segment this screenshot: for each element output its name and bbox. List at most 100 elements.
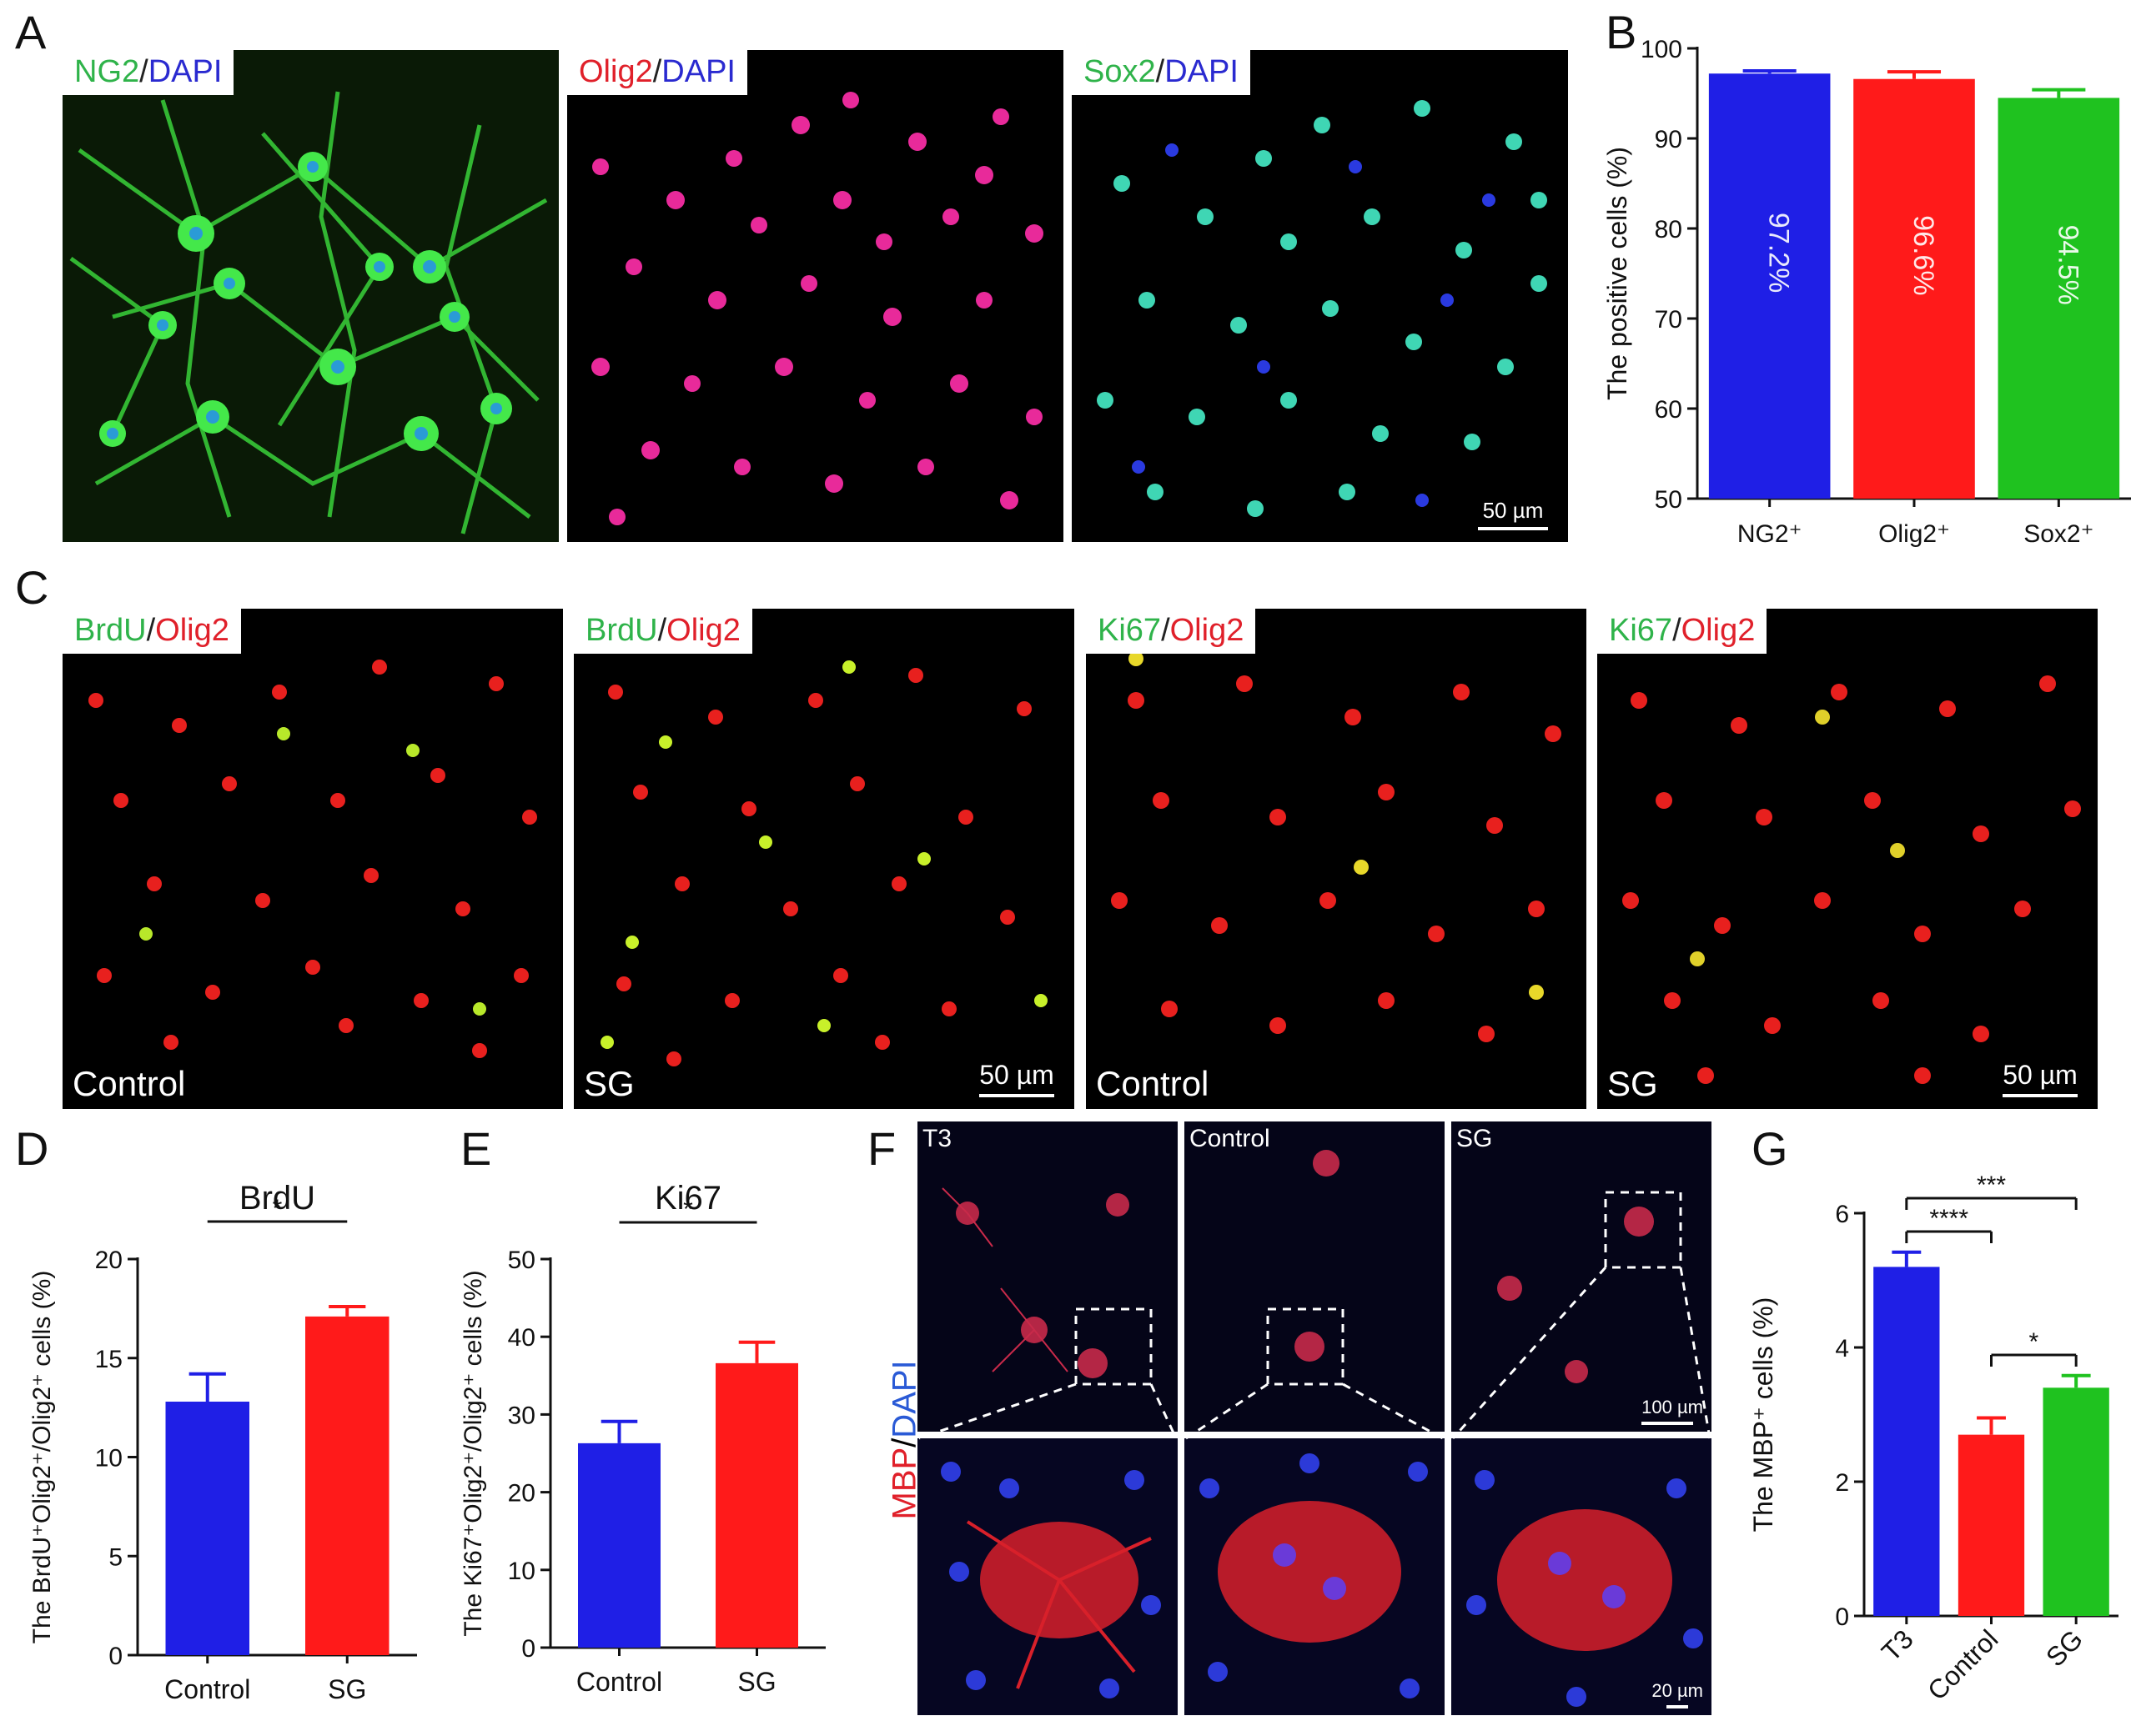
chart-g: 0 2 4 6 The MBP⁺ cells (%) T3 Control SG *** ****…: [1739, 1142, 2131, 1736]
micrograph-cells: [1622, 675, 2081, 1084]
significance-label: *: [273, 1195, 283, 1222]
micrograph-cells: [942, 1187, 1153, 1386]
y-tick-label: 10: [95, 1445, 123, 1473]
stain-label-a: Sox2: [1083, 54, 1156, 89]
micrograph-cells: [1497, 1191, 1682, 1383]
x-tick-label: NG2⁺: [1737, 520, 1802, 548]
scale-bar: 50 µm: [979, 1060, 1054, 1097]
bar-sg: [305, 1316, 390, 1655]
label-slash: /: [1161, 613, 1170, 648]
group-label: Control: [1189, 1125, 1270, 1152]
micrograph-sox2-dapi: Sox2/DAPI 50 µm: [1072, 50, 1568, 542]
micrograph-zoom-cells: [941, 1462, 1161, 1698]
stain-label-a: BrdU: [586, 613, 658, 648]
y-tick-label: 6: [1835, 1201, 1849, 1228]
micrograph-label: Ki67/Olig2: [1086, 609, 1256, 654]
y-tick-label: 90: [1655, 126, 1682, 153]
stain-label-b: DAPI: [148, 54, 223, 89]
y-tick-label: 5: [108, 1543, 123, 1571]
y-tick-label: 20: [508, 1480, 535, 1508]
scale-bar-label: 20 µm: [1651, 1680, 1703, 1701]
label-slash: /: [146, 613, 156, 648]
chart-e-svg: 0 10 20 30 40 50 The Ki67⁺Olig2⁺/Olig2⁺ cells …: [460, 1180, 826, 1697]
micrograph-label: Olig2/DAPI: [567, 50, 747, 95]
significance-label: ****: [1929, 1205, 1968, 1232]
x-tick-label: Control: [1922, 1623, 2003, 1705]
y-axis-label: The positive cells (%): [1602, 147, 1632, 400]
bar-ng2: [1708, 73, 1831, 499]
x-tick-label: Control: [576, 1667, 662, 1697]
bar-sg: [716, 1362, 798, 1648]
chart-d-svg: 0 5 10 15 20 The BrdU⁺Olig2⁺/Olig2⁺ cells (%)…: [28, 1180, 417, 1704]
micrograph-mbp-control: Control: [1184, 1121, 1445, 1432]
y-tick-label: 10: [508, 1558, 535, 1585]
label-slash: /: [652, 54, 662, 89]
y-axis-label: The MBP⁺ cells (%): [1748, 1297, 1778, 1533]
stain-label-b: Olig2: [1169, 613, 1244, 648]
micrograph-cells: [1111, 651, 1561, 1042]
bar-value-label: 94.5%: [2052, 224, 2083, 304]
panel-letter-b: B: [1606, 6, 1637, 58]
x-tick-label: Sox2⁺: [2023, 520, 2093, 548]
micrograph-ki67-control: Ki67/Olig2 Control: [1086, 609, 1586, 1109]
micrograph-zoom-cells: [1466, 1470, 1703, 1707]
bar-value-label: 97.2%: [1763, 213, 1795, 293]
micrograph-ki67-sg: Ki67/Olig2 SG 50 µm: [1597, 609, 2098, 1109]
scale-bar-line: [979, 1094, 1054, 1097]
y-tick-label: 4: [1835, 1335, 1849, 1362]
chart-b: 50 60 70 80 90 100 The positive cells (%) NG2⁺ 9…: [1601, 17, 2131, 592]
stain-label-a: Ki67: [1098, 613, 1162, 648]
stain-label-a: Ki67: [1609, 613, 1673, 648]
group-label: Control: [73, 1064, 186, 1103]
panel-letter-f: F: [867, 1122, 897, 1175]
label-slash: /: [1672, 613, 1681, 648]
significance-label: ***: [1977, 1172, 2006, 1199]
micrograph-ng2-cells: [69, 91, 548, 534]
micrograph-sox2-cells: [1097, 100, 1547, 517]
micrograph-label: Ki67/Olig2: [1597, 609, 1767, 654]
stain-label-b: Olig2: [155, 613, 229, 648]
scale-bar-line: [2003, 1094, 2078, 1097]
y-tick-label: 0: [108, 1643, 123, 1670]
stain-label-a: Olig2: [579, 54, 653, 89]
micrograph-olig2-cells: [591, 92, 1043, 525]
y-tick-label: 100: [1641, 36, 1682, 63]
micrograph-cells: [601, 660, 1048, 1066]
scale-bar: 50 µm: [2003, 1060, 2078, 1097]
panel-letter-c: C: [15, 561, 49, 614]
y-tick-label: 0: [521, 1635, 535, 1663]
panel-letter-e: E: [460, 1122, 492, 1175]
y-tick-label: 50: [1655, 486, 1682, 514]
bar-sox2: [1998, 98, 2120, 499]
stain-label-b: Olig2: [1681, 613, 1756, 648]
y-tick-label: 40: [508, 1324, 535, 1352]
group-label: SG: [584, 1064, 635, 1103]
scale-bar-line: [1478, 527, 1548, 530]
y-tick-label: 15: [95, 1346, 123, 1373]
panel-letter-g: G: [1752, 1122, 1788, 1175]
micrograph-cells: [1266, 1150, 1344, 1386]
scale-bar-label: 50 µm: [2003, 1060, 2078, 1090]
label-slash: /: [139, 54, 148, 89]
micrograph-cells: [88, 660, 537, 1058]
bar-sg: [2043, 1387, 2109, 1616]
micrograph-ng2-dapi: NG2/DAPI: [63, 50, 559, 542]
x-tick-label: SG: [2040, 1623, 2088, 1672]
x-tick-label: Olig2⁺: [1878, 520, 1950, 548]
y-tick-label: 2: [1835, 1469, 1849, 1497]
scale-bar: 100 µm: [1641, 1397, 1703, 1425]
scale-bar-label: 100 µm: [1641, 1397, 1703, 1417]
micrograph-label: BrdU/Olig2: [574, 609, 752, 654]
micrograph-brdu-sg: BrdU/Olig2 SG 50 µm: [574, 609, 1074, 1109]
scale-bar-label: 50 µm: [979, 1060, 1054, 1090]
y-axis-label: The Ki67⁺Olig2⁺/Olig2⁺ cells (%): [460, 1270, 487, 1636]
micrograph-label: BrdU/Olig2: [63, 609, 241, 654]
panel-letter-d: D: [15, 1122, 49, 1175]
scale-bar: 20 µm: [1651, 1680, 1703, 1708]
micrograph-brdu-control: BrdU/Olig2 Control: [63, 609, 563, 1109]
stain-label-b: DAPI: [661, 54, 736, 89]
y-tick-label: 0: [1835, 1603, 1849, 1631]
x-tick-label: SG: [328, 1674, 366, 1704]
chart-e: 0 10 20 30 40 50 The Ki67⁺Olig2⁺/Olig2⁺ cells …: [455, 1142, 859, 1726]
